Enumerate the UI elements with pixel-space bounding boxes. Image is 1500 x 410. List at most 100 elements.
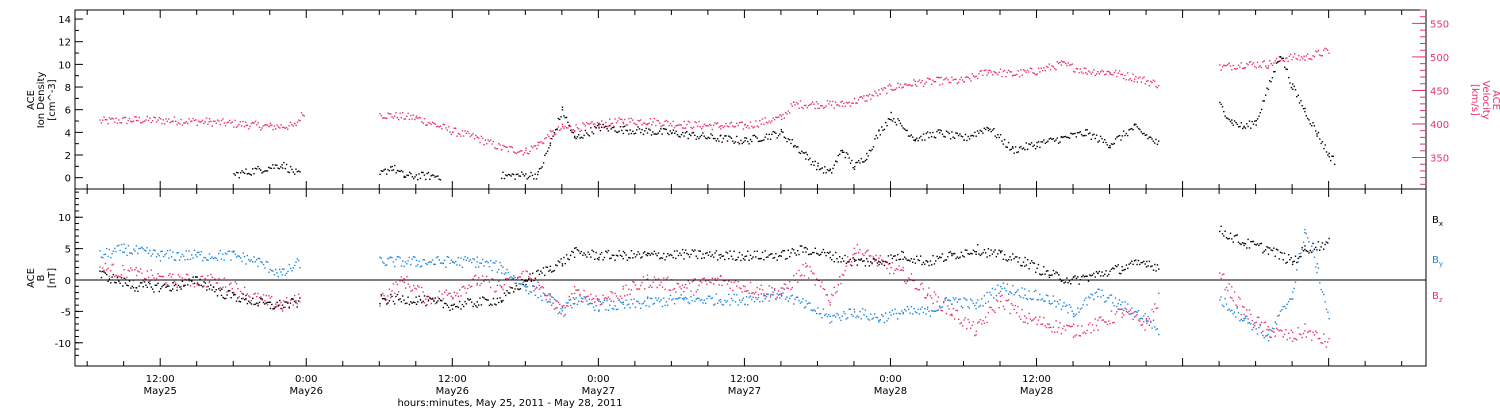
by-point [839, 317, 841, 319]
bx-point [737, 256, 739, 259]
velocity-point [275, 128, 277, 130]
velocity-point [536, 148, 538, 150]
by-point [463, 258, 465, 261]
bz-point [694, 278, 696, 280]
bx-point [473, 303, 476, 305]
density-point [917, 139, 919, 142]
velocity-point [246, 124, 249, 126]
by-point [810, 309, 812, 311]
by-point [196, 256, 198, 258]
bz-point [193, 286, 196, 288]
bz-point [642, 276, 645, 278]
density-point [1244, 127, 1247, 129]
bz-point [1066, 324, 1068, 326]
bx-point [552, 270, 554, 272]
density-point [1293, 85, 1295, 88]
velocity-point [266, 124, 269, 126]
velocity-point [857, 98, 860, 101]
density-point [1055, 139, 1057, 141]
by-point [603, 299, 606, 302]
velocity-point [422, 122, 424, 124]
velocity-point [1320, 55, 1322, 57]
velocity-point [960, 76, 962, 79]
bz-point [457, 295, 460, 298]
bz-point [839, 276, 841, 278]
velocity-point [838, 105, 841, 107]
velocity-point [1012, 75, 1014, 77]
by-point [948, 299, 950, 301]
bx-point [703, 257, 705, 259]
velocity-point [775, 116, 777, 118]
velocity-point [1112, 73, 1114, 76]
bx-point [187, 284, 189, 286]
by-point [256, 258, 258, 261]
bx-point [647, 252, 649, 254]
bx-point [234, 293, 236, 296]
bx-point [920, 255, 922, 257]
by-point [569, 299, 572, 301]
bx-point [817, 253, 819, 255]
velocity-point [1260, 66, 1263, 69]
velocity-point [1064, 62, 1067, 65]
bx-point [742, 258, 745, 260]
density-point [986, 126, 988, 129]
bz-point [1279, 329, 1282, 331]
density-point [1132, 129, 1134, 131]
velocity-point [749, 121, 752, 123]
x-tick-date-label: May25 [143, 386, 176, 397]
bx-point [879, 261, 881, 264]
velocity-point [412, 114, 415, 116]
bz-point [683, 290, 685, 293]
by-point [883, 321, 886, 324]
bz-point [459, 289, 461, 291]
bx-point [874, 258, 876, 260]
by-point [281, 268, 284, 270]
bx-point [1271, 249, 1274, 252]
density-point [1099, 135, 1102, 138]
by-point [160, 250, 162, 253]
velocity-point [607, 125, 610, 127]
density-point [243, 172, 246, 174]
by-point [642, 302, 645, 304]
density-point [866, 152, 868, 155]
bx-point [1110, 268, 1113, 270]
density-point [395, 172, 397, 174]
density-point [1266, 87, 1268, 89]
bx-point [447, 306, 450, 309]
bz-point [757, 294, 760, 296]
bz-point [545, 295, 547, 297]
by-point [271, 269, 273, 272]
by-point [590, 302, 592, 305]
density-point [1238, 126, 1240, 128]
by-point [633, 298, 635, 300]
by-point [651, 297, 653, 300]
velocity-point [759, 120, 761, 122]
velocity-point [768, 120, 770, 122]
by-point [791, 294, 793, 296]
density-point [264, 170, 266, 172]
by-point [664, 304, 666, 307]
bx-point [1308, 252, 1310, 254]
velocity-point [403, 118, 405, 120]
velocity-point [997, 74, 999, 76]
bx-point [276, 301, 278, 304]
bz-point [428, 295, 430, 298]
bz-point [1044, 325, 1046, 327]
density-point [521, 171, 523, 173]
velocity-point [1021, 74, 1023, 76]
bz-point [392, 283, 395, 285]
density-point [603, 126, 606, 128]
bx-point [1091, 274, 1094, 276]
density-point [947, 131, 949, 133]
density-point [837, 154, 839, 157]
bz-point [1147, 320, 1149, 322]
velocity-point [971, 73, 973, 75]
density-point [1137, 127, 1140, 130]
by-point [1264, 335, 1267, 337]
by-point [1041, 298, 1044, 300]
by-point [484, 261, 487, 263]
density-point [1231, 119, 1233, 121]
density-point [396, 169, 399, 172]
